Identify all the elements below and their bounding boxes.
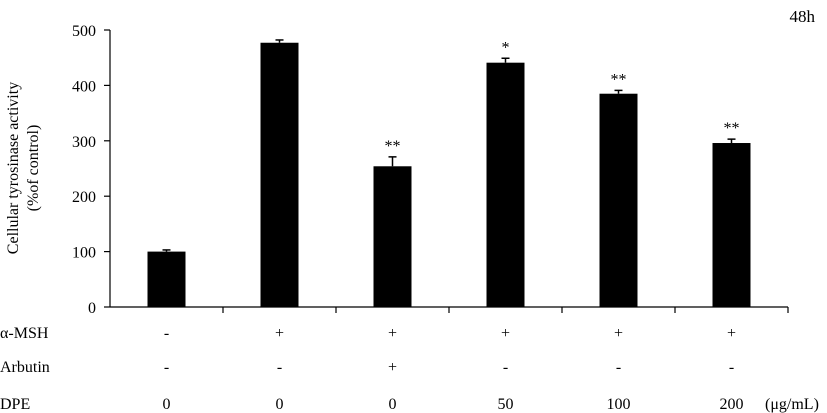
significance-label: ** (385, 138, 401, 155)
bar (599, 93, 638, 308)
y-axis-title-line: Cellular tyrosinase activity (5, 82, 22, 254)
condition-value: 0 (389, 396, 397, 413)
condition-value: 200 (720, 396, 744, 413)
condition-value: 100 (607, 396, 631, 413)
dpe-unit-label: (μg/mL) (765, 396, 819, 413)
condition-value: - (503, 359, 508, 376)
y-tick-label: 400 (72, 78, 96, 95)
y-tick-label: 500 (72, 23, 96, 40)
condition-value: 0 (163, 396, 171, 413)
condition-value: + (501, 325, 510, 342)
significance-label: ** (611, 71, 627, 88)
y-axis-title-line: (%of control) (25, 125, 42, 212)
condition-table: α-MSH - + + + + + Arbutin - - + - - - DPE 0 0 0 50 100 200 (0, 325, 744, 413)
condition-value: + (727, 325, 736, 342)
condition-value: - (616, 359, 621, 376)
bar (147, 251, 186, 307)
y-axis-title: Cellular tyrosinase activity (%of control… (5, 82, 42, 254)
condition-value: + (388, 359, 397, 376)
axes: 0 100 200 300 400 500 (72, 23, 789, 317)
condition-row-label: DPE (0, 396, 30, 413)
bar (486, 62, 525, 307)
condition-value: + (614, 325, 623, 342)
condition-value: - (164, 325, 169, 342)
y-tick-label: 0 (88, 300, 96, 317)
condition-value: - (277, 359, 282, 376)
bar (373, 166, 412, 307)
condition-row-label: Arbutin (0, 359, 50, 376)
y-tick-label: 100 (72, 245, 96, 262)
condition-value: 50 (498, 396, 514, 413)
condition-value: 0 (276, 396, 284, 413)
time-point-label: 48h (790, 7, 816, 26)
y-tick-label: 300 (72, 134, 96, 151)
condition-value: - (729, 359, 734, 376)
bar (712, 143, 751, 307)
condition-value: + (388, 325, 397, 342)
y-tick-label: 200 (72, 189, 96, 206)
bars: ******* (147, 39, 751, 308)
significance-label: * (502, 39, 510, 56)
condition-value: + (275, 325, 284, 342)
condition-value: - (164, 359, 169, 376)
bar (260, 42, 299, 307)
condition-row-label: α-MSH (0, 325, 49, 342)
significance-label: ** (724, 120, 740, 137)
